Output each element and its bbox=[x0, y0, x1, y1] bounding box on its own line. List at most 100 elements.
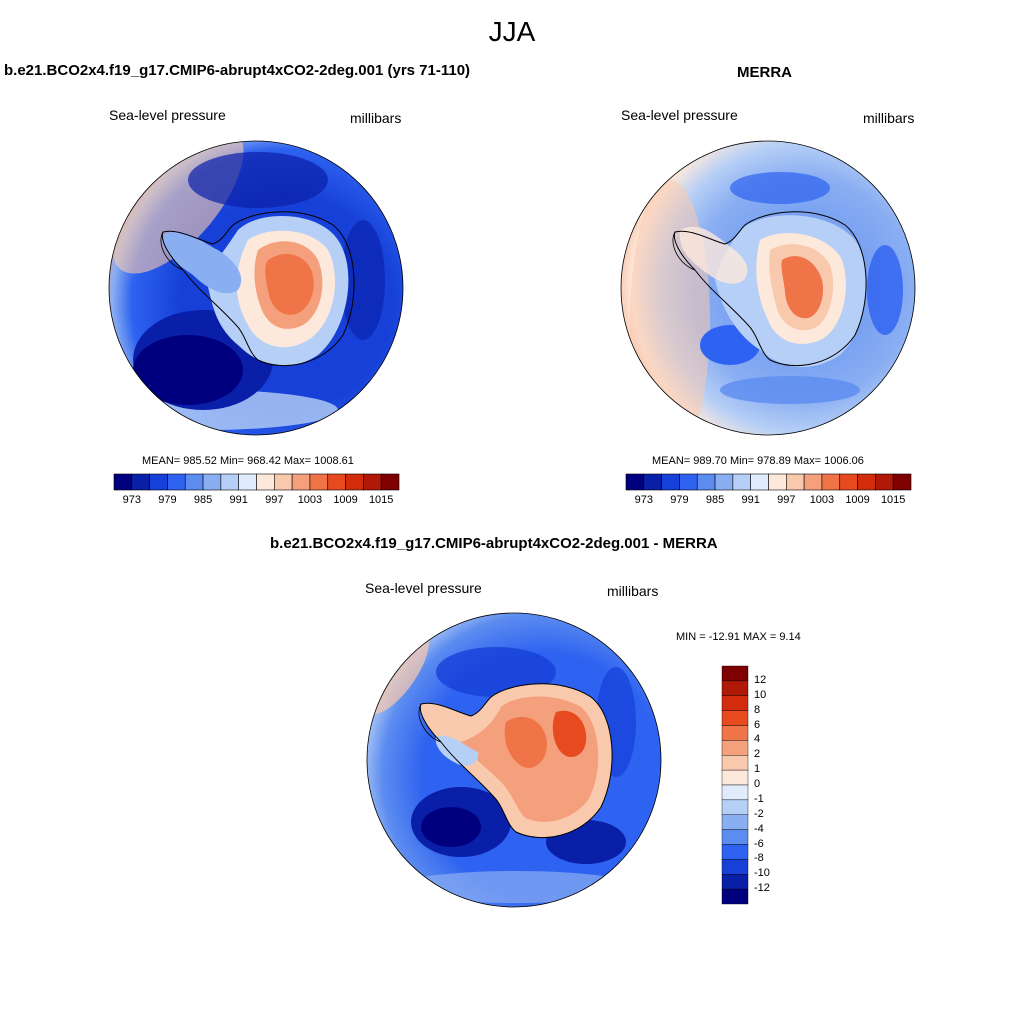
colorbar-tick-label: 1003 bbox=[809, 494, 835, 506]
colorbar-cell bbox=[721, 844, 749, 860]
colorbar-tick-label: -2 bbox=[754, 807, 764, 820]
colorbar-tick-label: 1 bbox=[754, 763, 761, 776]
colorbar-cell bbox=[721, 665, 749, 682]
panel-2-colorbar-ticks: 973 979 985 991 997 1003 1009 1015 bbox=[626, 494, 911, 508]
colorbar-cell bbox=[696, 473, 716, 491]
colorbar-tick-label: 1015 bbox=[368, 494, 394, 506]
panel-2-polar-map bbox=[620, 140, 916, 436]
colorbar-cell bbox=[274, 473, 293, 491]
colorbar-tick-label: 973 bbox=[634, 494, 653, 506]
colorbar-cell bbox=[721, 755, 749, 771]
colorbar-cell bbox=[875, 473, 894, 491]
panel-1-colorbar-ticks: 973 979 985 991 997 1003 1009 1015 bbox=[114, 494, 399, 508]
colorbar-tick-label: 1009 bbox=[845, 494, 870, 506]
panel-3-colorbar bbox=[721, 665, 749, 905]
panel-2-colorbar bbox=[625, 473, 912, 491]
colorbar-tick-label: 979 bbox=[670, 494, 689, 506]
colorbar-tick-label: 991 bbox=[229, 494, 248, 506]
colorbar-cell bbox=[363, 473, 382, 491]
colorbar-tick-label: 973 bbox=[122, 494, 141, 506]
colorbar-cell bbox=[786, 473, 805, 491]
panel-2-stats: MEAN= 989.70 Min= 978.89 Max= 1006.06 bbox=[652, 455, 864, 467]
colorbar-cell bbox=[732, 473, 751, 491]
colorbar-cell bbox=[721, 859, 749, 875]
panel-2-title: MERRA bbox=[737, 64, 792, 81]
panel-1-title: b.e21.BCO2x4.f19_g17.CMIP6-abrupt4xCO2-2… bbox=[4, 62, 471, 79]
colorbar-cell bbox=[721, 799, 749, 815]
colorbar-cell bbox=[661, 473, 680, 491]
colorbar-cell bbox=[309, 473, 329, 491]
colorbar-cell bbox=[327, 473, 346, 491]
panel-1-variable: Sea-level pressure bbox=[109, 107, 226, 123]
colorbar-tick-label: 2 bbox=[754, 748, 761, 761]
colorbar-cell bbox=[892, 473, 912, 491]
colorbar-tick-label: -8 bbox=[754, 852, 764, 865]
colorbar-cell bbox=[721, 695, 749, 711]
colorbar-cell bbox=[721, 725, 749, 741]
colorbar-tick-label: 991 bbox=[741, 494, 760, 506]
colorbar-tick-label: 8 bbox=[754, 703, 761, 716]
colorbar-cell bbox=[643, 473, 662, 491]
panel-2-units: millibars bbox=[863, 110, 915, 126]
colorbar-cell bbox=[721, 814, 749, 830]
panel-2-variable: Sea-level pressure bbox=[621, 107, 738, 123]
colorbar-cell bbox=[184, 473, 204, 491]
panel-3-units: millibars bbox=[607, 583, 659, 599]
panel-3-colorbar-ticks: 12 10 8 6 4 2 1 0 -1 -2 -4 -6 -8 -10 -12 bbox=[754, 666, 794, 904]
colorbar-tick-label: 6 bbox=[754, 718, 761, 731]
colorbar-tick-label: 1015 bbox=[880, 494, 906, 506]
colorbar-tick-label: 985 bbox=[705, 494, 725, 506]
colorbar-tick-label: -1 bbox=[754, 792, 764, 805]
colorbar-tick-label: 997 bbox=[777, 494, 796, 506]
panel-1-polar-map bbox=[108, 140, 404, 436]
colorbar-cell bbox=[768, 473, 787, 491]
colorbar-cell bbox=[721, 740, 749, 756]
colorbar-cell bbox=[131, 473, 150, 491]
colorbar-cell bbox=[149, 473, 168, 491]
panel-1-units: millibars bbox=[350, 110, 402, 126]
colorbar-cell bbox=[714, 473, 734, 491]
colorbar-cell bbox=[721, 829, 749, 845]
colorbar-cell bbox=[625, 473, 645, 491]
colorbar-cell bbox=[750, 473, 769, 491]
colorbar-tick-label: 1003 bbox=[297, 494, 323, 506]
colorbar-cell bbox=[721, 710, 749, 726]
panel-3-title: b.e21.BCO2x4.f19_g17.CMIP6-abrupt4xCO2-2… bbox=[270, 535, 718, 552]
colorbar-tick-label: 10 bbox=[754, 688, 767, 701]
colorbar-cell bbox=[839, 473, 858, 491]
panel-3-variable: Sea-level pressure bbox=[365, 580, 482, 596]
colorbar-tick-label: -12 bbox=[754, 882, 770, 895]
colorbar-cell bbox=[345, 473, 364, 491]
colorbar-tick-label: 985 bbox=[193, 494, 213, 506]
colorbar-cell bbox=[679, 473, 698, 491]
colorbar-cell bbox=[202, 473, 222, 491]
panel-3-stats: MIN = -12.91 MAX = 9.14 bbox=[676, 631, 801, 643]
colorbar-cell bbox=[821, 473, 841, 491]
panel-3-polar-map bbox=[366, 612, 662, 908]
colorbar-cell bbox=[167, 473, 186, 491]
colorbar-cell bbox=[721, 874, 749, 890]
colorbar-tick-label: 979 bbox=[158, 494, 177, 506]
colorbar-cell bbox=[113, 473, 133, 491]
panel-1-colorbar bbox=[113, 473, 400, 491]
colorbar-cell bbox=[238, 473, 257, 491]
figure-title: JJA bbox=[488, 16, 536, 47]
colorbar-tick-label: 997 bbox=[265, 494, 284, 506]
colorbar-cell bbox=[721, 784, 749, 801]
colorbar-cell bbox=[256, 473, 275, 491]
colorbar-tick-label: -6 bbox=[754, 837, 764, 850]
colorbar-cell bbox=[857, 473, 876, 491]
colorbar-cell bbox=[721, 680, 749, 696]
colorbar-tick-label: -4 bbox=[754, 822, 764, 835]
colorbar-tick-label: 4 bbox=[754, 733, 761, 746]
colorbar-cell bbox=[803, 473, 823, 491]
panel-1-stats: MEAN= 985.52 Min= 968.42 Max= 1008.61 bbox=[142, 455, 354, 467]
colorbar-cell bbox=[721, 769, 749, 786]
colorbar-tick-label: 0 bbox=[754, 778, 761, 790]
colorbar-cell bbox=[721, 888, 749, 905]
colorbar-cell bbox=[291, 473, 311, 491]
colorbar-cell bbox=[380, 473, 400, 491]
colorbar-tick-label: -10 bbox=[754, 867, 770, 880]
colorbar-tick-label: 12 bbox=[754, 673, 767, 686]
colorbar-tick-label: 1009 bbox=[333, 494, 358, 506]
